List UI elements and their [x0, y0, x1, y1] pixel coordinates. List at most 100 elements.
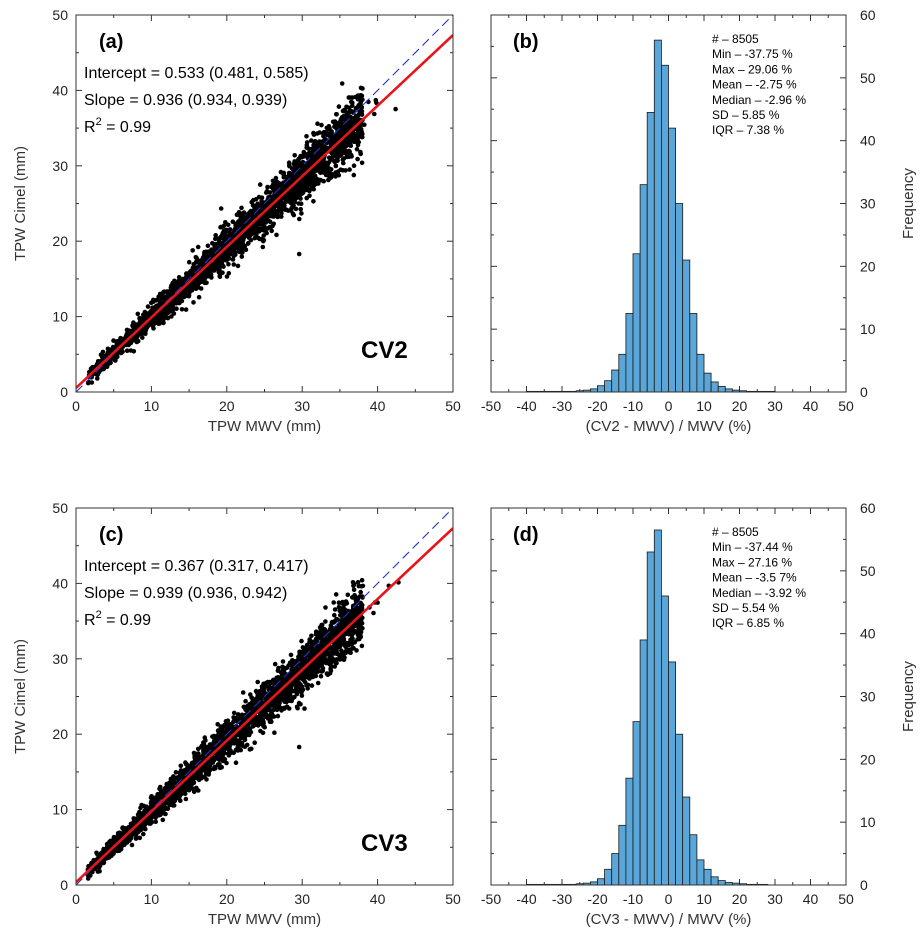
data-point: [345, 153, 350, 159]
data-point: [182, 291, 187, 296]
histogram-bar: [639, 184, 648, 393]
data-point: [322, 160, 328, 165]
x-tick-label: 30: [294, 891, 310, 907]
y-tick-label: 20: [52, 726, 68, 742]
y-axis-label: Frequency: [900, 168, 917, 239]
data-point: [319, 141, 324, 146]
y-tick-label: 20: [860, 258, 876, 274]
data-point: [106, 349, 111, 354]
data-point: [160, 316, 166, 322]
data-point: [178, 798, 183, 803]
data-point: [234, 212, 240, 218]
data-point: [261, 217, 266, 223]
data-point-outlier: [296, 251, 302, 257]
regression-stat: Intercept = 0.533 (0.481, 0.585): [84, 65, 309, 82]
x-tick-label: 40: [370, 891, 386, 907]
data-point: [309, 146, 315, 152]
data-point: [235, 263, 241, 269]
data-point: [327, 166, 332, 171]
plot-frame: [490, 14, 847, 393]
data-point: [332, 133, 337, 139]
data-point: [178, 283, 184, 289]
dataset-tag: CV2: [361, 337, 408, 364]
data-point: [141, 831, 146, 837]
data-point: [278, 692, 284, 697]
data-point: [253, 197, 259, 202]
data-point: [269, 184, 274, 190]
data-point: [359, 93, 365, 99]
data-point: [304, 174, 310, 180]
data-point: [137, 835, 143, 841]
data-point: [235, 748, 241, 753]
data-point: [135, 311, 141, 317]
data-point: [310, 674, 316, 680]
data-point: [304, 134, 309, 139]
data-point: [226, 233, 231, 239]
data-point: [97, 869, 102, 874]
data-point: [143, 804, 148, 810]
data-point: [217, 268, 222, 273]
summary-stat: Mean – -2.75 %: [712, 78, 797, 92]
data-point: [331, 600, 337, 605]
data-point: [319, 170, 325, 175]
data-point: [286, 208, 291, 213]
data-point: [336, 151, 342, 156]
histogram-panel-b: -50 -40 -30 -20 -10 0 10 20 30 40 500102030405060(…: [481, 7, 917, 435]
data-point: [311, 199, 316, 204]
x-axis-label: TPW MWV (mm): [208, 418, 321, 435]
data-point: [247, 228, 252, 233]
data-point: [95, 376, 100, 381]
data-point: [179, 307, 185, 312]
data-point: [341, 113, 347, 119]
data-point: [261, 687, 266, 692]
data-point: [191, 300, 196, 305]
data-point: [349, 625, 354, 631]
data-point: [286, 698, 292, 703]
data-point: [345, 592, 351, 598]
data-point: [353, 113, 359, 119]
data-point: [350, 636, 355, 641]
data-point: [225, 222, 231, 228]
data-point: [193, 266, 198, 271]
regression-line: [76, 34, 453, 389]
data-point: [335, 123, 341, 128]
data-point: [339, 81, 345, 86]
histogram-bar: [661, 64, 669, 393]
data-point: [342, 129, 347, 134]
data-point: [359, 584, 364, 589]
x-tick-label: 30: [294, 398, 310, 414]
data-point: [297, 160, 302, 166]
x-tick-label: -50: [481, 398, 501, 414]
x-tick-label: 0: [72, 398, 80, 414]
data-point: [168, 285, 174, 290]
x-tick-label: 20: [732, 398, 748, 414]
data-point: [107, 359, 113, 365]
data-point: [202, 251, 207, 257]
data-point: [353, 105, 359, 111]
data-point: [326, 177, 331, 183]
data-point: [275, 208, 280, 214]
data-point: [171, 311, 177, 316]
data-point: [341, 156, 347, 161]
data-point: [332, 120, 337, 126]
data-point: [335, 626, 340, 632]
data-point: [331, 149, 337, 154]
data-point: [360, 134, 365, 140]
data-point: [354, 146, 360, 152]
data-point: [116, 848, 122, 853]
data-point: [195, 746, 201, 752]
x-axis-label: TPW MWV (mm): [208, 911, 321, 928]
data-point: [355, 580, 361, 585]
data-point: [227, 227, 233, 232]
data-point: [195, 258, 200, 263]
data-point: [321, 129, 327, 135]
data-point: [304, 682, 309, 688]
y-tick-label: 40: [860, 133, 876, 149]
data-point: [304, 642, 310, 648]
data-point: [131, 349, 137, 354]
data-point: [178, 763, 184, 769]
data-point: [239, 218, 244, 223]
data-point: [249, 199, 254, 205]
histogram-bar: [689, 313, 698, 393]
